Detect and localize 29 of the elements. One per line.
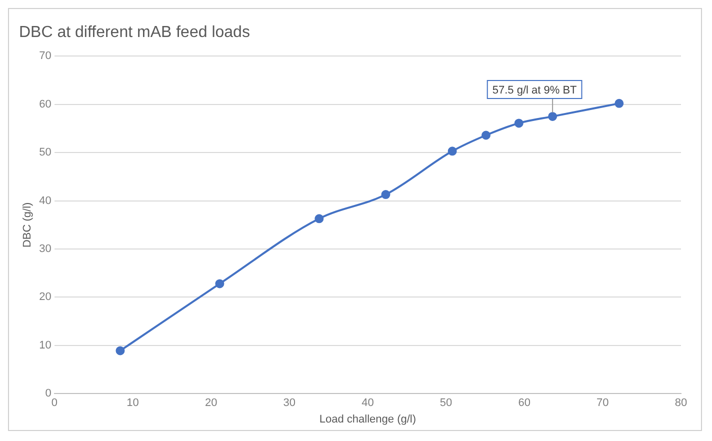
y-tick-label: 60 — [39, 98, 52, 110]
x-tick-label: 50 — [440, 397, 452, 410]
x-axis-title: Load challenge (g/l) — [319, 413, 416, 426]
point — [514, 118, 524, 128]
chart-title: DBC at different mAB feed loads — [19, 24, 250, 42]
x-tick-label: 70 — [596, 397, 609, 410]
x-tick-label: 20 — [204, 397, 218, 410]
y-tick-label: 20 — [39, 291, 52, 304]
point — [116, 346, 125, 356]
x-tick-label: 10 — [126, 397, 139, 410]
point — [314, 214, 324, 224]
y-tick-label: 70 — [39, 50, 52, 62]
x-tick-label: 30 — [283, 397, 296, 410]
x-tick-label: 60 — [518, 397, 530, 410]
point — [614, 98, 624, 108]
y-tick-label: 10 — [39, 339, 52, 352]
point — [381, 190, 390, 200]
annotation: 57.5 g/l at 9% BT — [492, 84, 578, 96]
x-tick-label: 40 — [362, 397, 374, 410]
point — [481, 130, 490, 140]
y-tick-label: 30 — [39, 243, 52, 256]
y-tick-label: 0 — [45, 388, 52, 400]
y-tick-label: 50 — [39, 146, 52, 159]
point — [215, 279, 224, 288]
x-tick-label: 80 — [674, 397, 688, 410]
point — [548, 112, 558, 121]
point — [448, 146, 457, 156]
y-axis-title: DBC (g/l) — [22, 202, 34, 248]
y-tick-label: 40 — [39, 194, 52, 207]
